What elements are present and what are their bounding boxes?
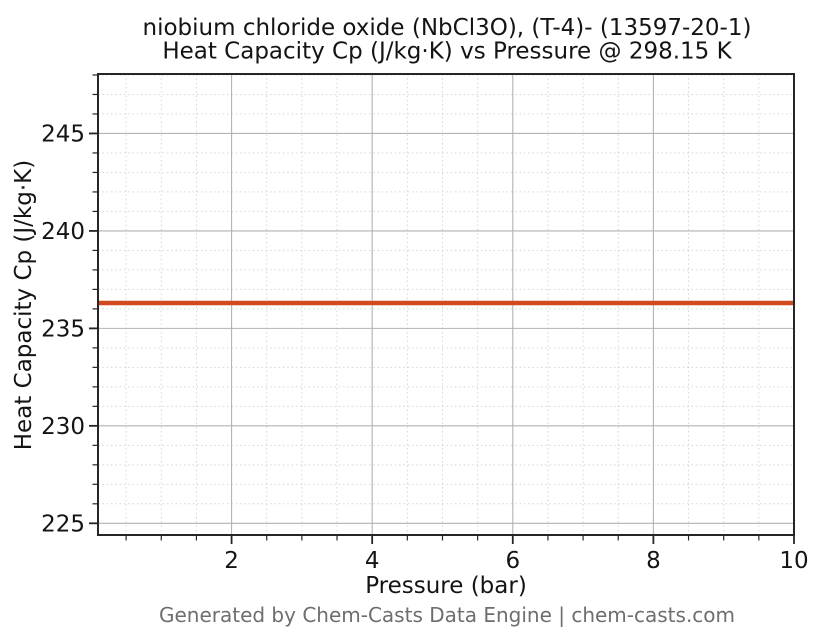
- chart-title-line2: Heat Capacity Cp (J/kg·K) vs Pressure @ …: [162, 39, 732, 65]
- x-tick-label: 2: [224, 548, 239, 574]
- axis-ticks: [89, 74, 795, 544]
- footer-credit: Generated by Chem-Casts Data Engine | ch…: [159, 603, 735, 627]
- y-tick-label: 225: [41, 511, 85, 537]
- x-tick-label: 10: [779, 548, 808, 574]
- y-tick-label: 240: [41, 219, 85, 245]
- y-axis-label: Heat Capacity Cp (J/kg·K): [11, 160, 37, 450]
- x-tick-label: 8: [646, 548, 661, 574]
- y-tick-label: 235: [41, 316, 85, 342]
- chart-title-line1: niobium chloride oxide (NbCl3O), (T-4)- …: [143, 15, 752, 41]
- x-tick-label: 4: [365, 548, 380, 574]
- minor-gridlines: [98, 74, 794, 535]
- tick-labels: 2 4 6 8 10 225 230 235 240 245: [41, 121, 809, 574]
- x-tick-label: 6: [505, 548, 520, 574]
- y-tick-label: 245: [41, 121, 85, 147]
- plot-border: [97, 73, 795, 536]
- y-tick-label: 230: [41, 414, 85, 440]
- x-axis-label: Pressure (bar): [365, 573, 527, 599]
